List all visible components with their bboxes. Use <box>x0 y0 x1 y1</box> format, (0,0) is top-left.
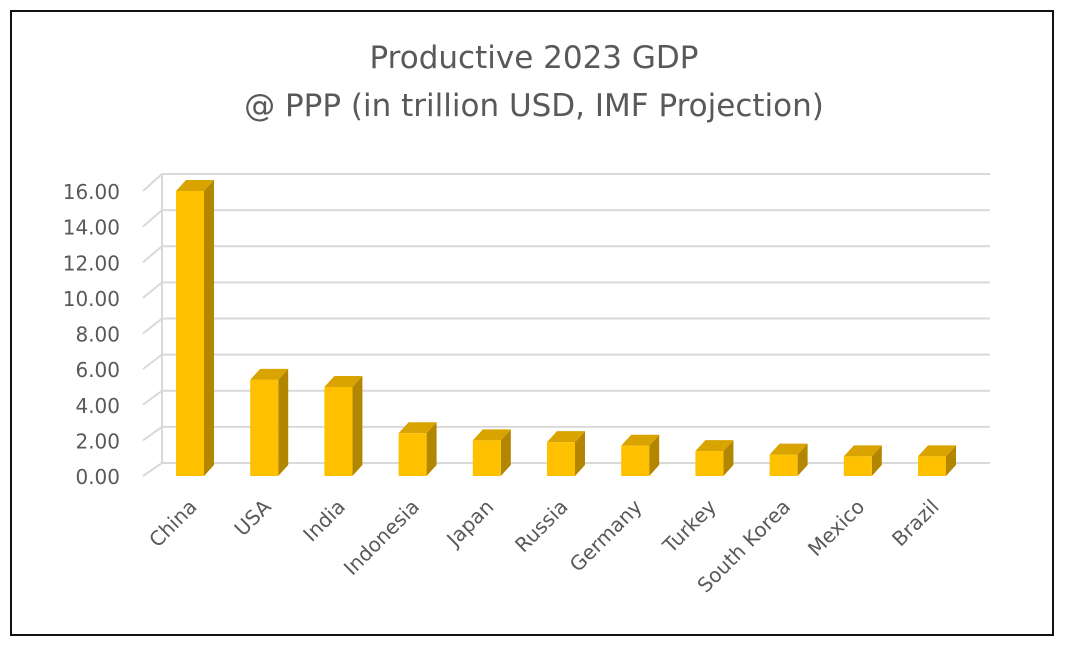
bar-front <box>918 456 946 476</box>
x-tick-label: USA <box>229 494 275 540</box>
gridline-depth-6 <box>142 245 163 264</box>
bar-side <box>278 368 289 476</box>
bar-brazil <box>918 445 956 476</box>
x-tick-label: India <box>298 495 350 547</box>
y-tick-label: 14.00 <box>63 216 120 240</box>
bar-top <box>324 375 363 387</box>
bar-top <box>547 431 585 443</box>
chart-title: Productive 2023 GDP @ PPP (in trillion U… <box>0 34 1068 130</box>
bar-russia <box>547 431 585 476</box>
bar-front <box>769 454 798 476</box>
bar-south-korea <box>769 443 808 476</box>
gridline-depth-3 <box>142 353 163 370</box>
bar-top <box>769 443 808 455</box>
bar-top <box>398 422 437 434</box>
gridline-depth-1 <box>142 426 163 442</box>
bar-top <box>843 445 882 457</box>
bar-germany <box>621 434 660 476</box>
bar-china <box>176 180 214 476</box>
chart-title-line-2: @ PPP (in trillion USD, IMF Projection) <box>244 88 824 124</box>
x-tick-label: Russia <box>510 495 572 557</box>
y-tick-label: 6.00 <box>75 358 120 382</box>
bar-front <box>176 191 204 476</box>
gridline-depth-2 <box>142 389 163 406</box>
bar-top <box>250 368 289 380</box>
bar-mexico <box>843 445 882 476</box>
x-tick-label: Mexico <box>803 495 869 561</box>
bar-front <box>398 433 427 476</box>
y-tick-label: 8.00 <box>75 323 120 347</box>
bar-side <box>649 434 660 476</box>
y-tick-label: 10.00 <box>63 287 120 311</box>
y-tick-label: 16.00 <box>63 180 120 204</box>
bar-side <box>352 375 363 476</box>
bar-side <box>500 429 511 476</box>
bar-front <box>695 451 724 476</box>
bar-side <box>946 445 956 476</box>
x-tick-label: Brazil <box>887 495 943 551</box>
bar-front <box>324 386 353 476</box>
bar-front <box>547 442 575 476</box>
bar-side <box>426 422 437 476</box>
bar-indonesia <box>398 422 437 476</box>
bar-japan <box>472 429 511 476</box>
x-tick-label: Germany <box>565 494 647 576</box>
bar-usa <box>250 368 289 476</box>
gridline-depth-8 <box>142 173 163 192</box>
bar-side <box>797 443 808 476</box>
bar-top <box>695 440 734 452</box>
gridline-depth-4 <box>142 317 163 335</box>
bar-side <box>204 180 214 476</box>
bar-front <box>843 456 872 476</box>
bar-side <box>871 445 882 476</box>
gridline-depth-5 <box>142 281 163 299</box>
x-tick-label: Indonesia <box>339 495 424 580</box>
bar-top <box>621 434 660 446</box>
x-tick-label: Turkey <box>657 494 721 558</box>
bar-side <box>575 431 585 476</box>
y-tick-label: 12.00 <box>63 251 120 275</box>
chart-title-line-1: Productive 2023 GDP <box>369 40 699 76</box>
y-tick-label: 0.00 <box>75 465 120 489</box>
bars <box>176 180 956 476</box>
gridline-depth-0 <box>142 462 163 477</box>
bar-top <box>176 180 214 191</box>
bar-front <box>621 445 650 476</box>
x-tick-label: China <box>144 495 201 552</box>
gridline-depth-7 <box>142 209 163 228</box>
bar-top <box>472 429 511 441</box>
y-axis: 0.00 2.00 4.00 6.00 8.00 10.00 12.00 14.00 16.00 <box>63 180 120 489</box>
bar-front <box>472 440 501 476</box>
bar-side <box>723 440 734 476</box>
bar-front <box>250 379 279 476</box>
bar-top <box>918 445 956 457</box>
bar-india <box>324 375 363 476</box>
y-tick-label: 2.00 <box>75 429 120 453</box>
x-tick-label: Japan <box>441 495 499 553</box>
y-tick-label: 4.00 <box>75 394 120 418</box>
bar-turkey <box>695 440 734 476</box>
